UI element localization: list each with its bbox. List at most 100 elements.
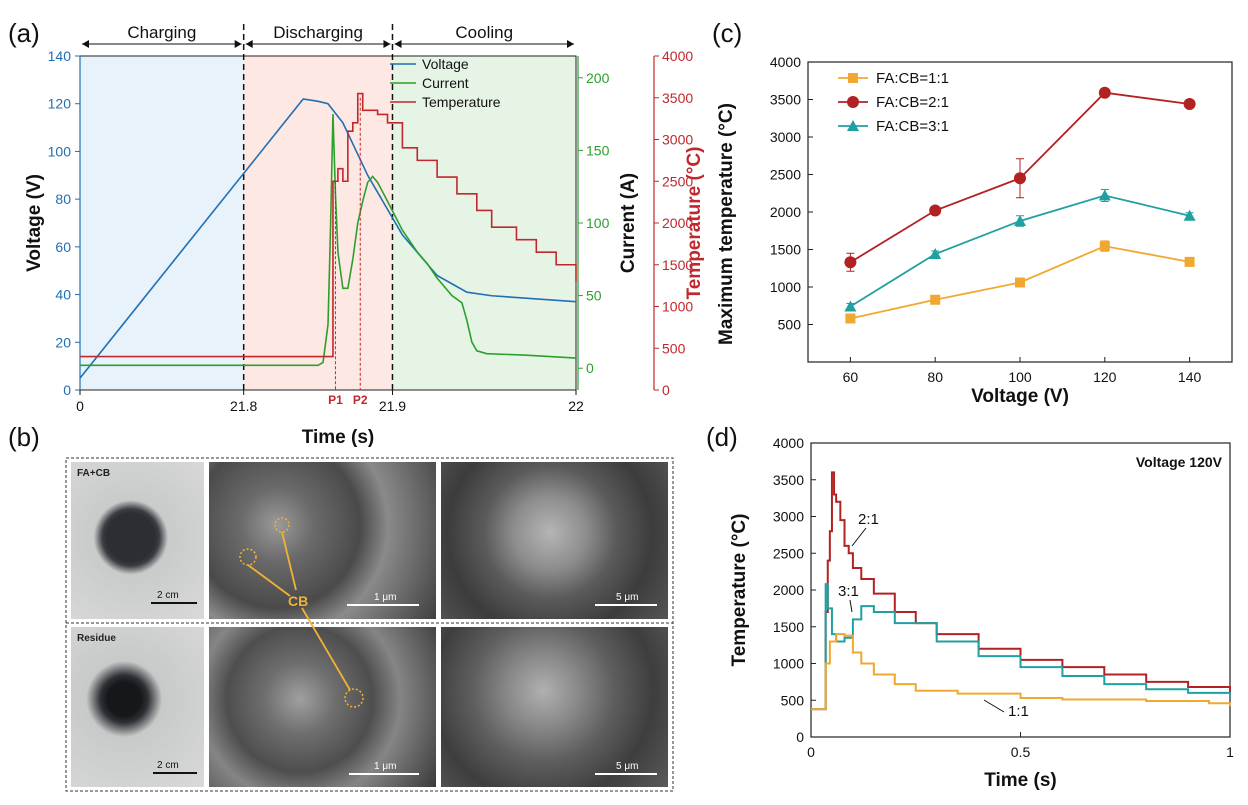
x-tick-label: 0.5 <box>1011 744 1031 760</box>
y-tick-label: 200 <box>586 70 610 86</box>
arrow-head <box>234 40 242 48</box>
y-tick-label: 500 <box>662 340 686 356</box>
y-tick-label: 1500 <box>662 257 693 273</box>
chart-c: 60 80 100 120 140 500 1000 1500 2000 2500 3000 3500… <box>716 54 1233 407</box>
series-label: 1:1 <box>1008 703 1029 720</box>
arrow-head <box>383 40 391 48</box>
y-tick-label: 500 <box>781 692 805 708</box>
y-tick-label: 120 <box>48 96 72 112</box>
y-tick-label: 50 <box>586 288 602 304</box>
x-tick-label: 120 <box>1093 369 1117 385</box>
x-tick-label: 1 <box>1226 744 1234 760</box>
phase-background <box>80 56 244 390</box>
series-label-arrow <box>851 527 867 547</box>
scale-label: 5 μm <box>616 761 639 772</box>
arrow-head <box>567 40 574 48</box>
row-label-residue: Residue <box>77 633 116 644</box>
y-tick-label: 2500 <box>770 167 801 183</box>
data-point <box>1183 209 1196 221</box>
y-tick-label: 1000 <box>773 656 804 672</box>
x-tick-label: 100 <box>1008 369 1032 385</box>
series-line <box>849 194 1190 308</box>
panel-label-c: (c) <box>712 18 742 48</box>
data-point <box>1014 215 1026 226</box>
y-tick-label: 3000 <box>770 129 801 145</box>
legend-label: Voltage <box>422 56 469 72</box>
y-tick-label: 0 <box>63 382 71 398</box>
y-tick-label: 3500 <box>770 92 801 108</box>
scale-label: 1 μm <box>374 761 397 772</box>
series-line-current <box>80 114 577 367</box>
y-tick-label: 0 <box>662 382 670 398</box>
data-point <box>1098 86 1111 99</box>
data-point <box>929 248 942 259</box>
series-line-voltage <box>79 98 577 379</box>
y-tick-label: 2500 <box>662 173 693 189</box>
phase-label: Charging <box>127 23 196 42</box>
y-tick-label: 150 <box>586 142 610 158</box>
series-line <box>811 583 1231 711</box>
sem-residue-5um: 5 μm <box>441 627 668 787</box>
panel-label-b: (b) <box>8 422 40 452</box>
y-tick-label: 100 <box>48 143 72 159</box>
series-line-temperature <box>80 92 577 358</box>
photo-fa-cb: FA+CB 2 cm <box>71 462 204 619</box>
scale-bar <box>347 604 419 606</box>
annotation: Voltage 120V <box>1136 454 1223 470</box>
series-label: 3:1 <box>838 583 859 600</box>
scale-bar <box>151 602 197 604</box>
y-axis-title-current: Current (A) <box>618 173 639 273</box>
sem-fa-cb-5um: 5 μm <box>441 462 668 619</box>
x-tick-label: 140 <box>1178 369 1202 385</box>
marker-label: P1 <box>328 393 343 407</box>
data-point <box>844 300 857 312</box>
y-tick-label: 2000 <box>773 582 804 598</box>
data-point <box>1184 256 1195 267</box>
y-tick-label: 3000 <box>773 509 804 525</box>
x-tick-label: 0 <box>76 398 84 414</box>
phase-background <box>392 56 576 390</box>
panel-label-a: (a) <box>8 18 40 48</box>
x-tick-label: 0 <box>807 744 815 760</box>
series-label-arrow <box>849 599 853 613</box>
data-point <box>1098 189 1111 201</box>
y-tick-label: 80 <box>55 191 71 207</box>
scale-label: 2 cm <box>157 760 179 771</box>
y-tick-label: 4000 <box>773 435 804 451</box>
y-axis-title-left: Voltage (V) <box>24 174 45 272</box>
phase-label: Cooling <box>455 23 513 42</box>
x-tick-label: 60 <box>843 369 859 385</box>
y-tick-label: 2000 <box>662 215 693 231</box>
y-tick-label: 4000 <box>770 54 801 70</box>
row-label-fa-cb: FA+CB <box>77 468 111 479</box>
x-tick-label: 80 <box>927 369 943 385</box>
legend-label: FA:CB=2:1 <box>876 94 949 111</box>
data-point <box>845 313 856 324</box>
y-tick-label: 0 <box>796 729 804 745</box>
y-tick-label: 3000 <box>662 132 693 148</box>
y-tick-label: 1000 <box>662 299 693 315</box>
y-tick-label: 60 <box>55 239 71 255</box>
data-point <box>1015 277 1025 288</box>
y-tick-label: 1500 <box>770 242 801 258</box>
scale-bar <box>595 773 657 775</box>
series-label: 2:1 <box>858 511 879 528</box>
legend-label: Temperature <box>422 94 501 110</box>
x-tick-label: 21.9 <box>379 398 406 414</box>
y-tick-label: 100 <box>586 215 610 231</box>
legend-marker <box>847 120 859 131</box>
scale-label: 5 μm <box>616 592 639 603</box>
x-axis-title: Time (s) <box>984 770 1057 791</box>
scale-bar <box>153 772 197 774</box>
sem-fa-cb-1um: 1 μm <box>209 462 436 619</box>
y-axis-title: Temperature (°C) <box>729 514 750 667</box>
legend-label: FA:CB=3:1 <box>876 118 949 135</box>
y-tick-label: 2000 <box>770 204 801 220</box>
legend-marker <box>847 96 859 108</box>
sem-residue-1um: 1 μm <box>209 627 436 787</box>
y-tick-label: 1500 <box>773 619 804 635</box>
y-tick-label: 500 <box>778 317 802 333</box>
phase-label: Discharging <box>273 23 363 42</box>
arrow-head <box>82 40 89 48</box>
